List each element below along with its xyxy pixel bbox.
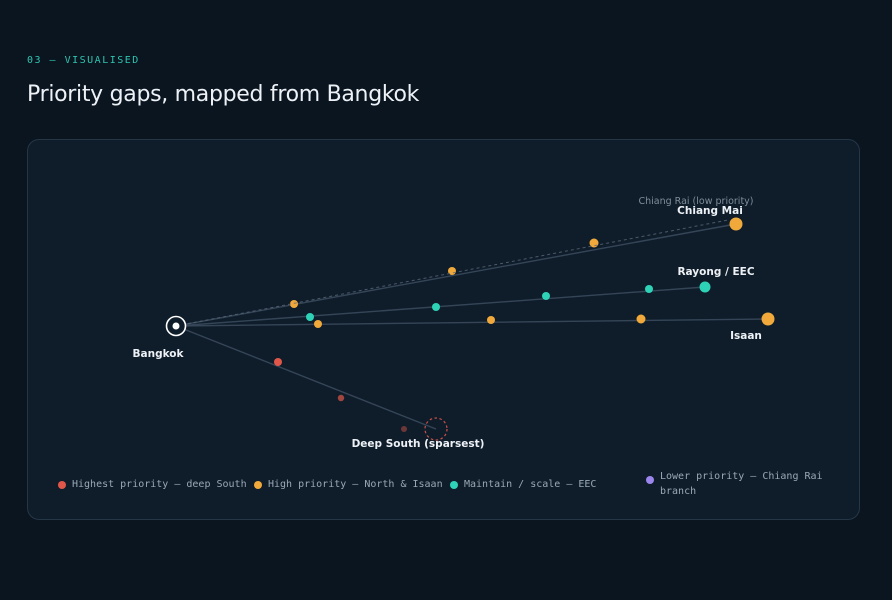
route-stop-rayong — [306, 313, 314, 321]
legend-dot-lower — [646, 476, 654, 484]
section-eyebrow: 03 — VISUALISED — [27, 55, 140, 66]
route-label-isaan: Isaan — [730, 330, 762, 342]
legend-label: Maintain / scale — EEC — [464, 479, 597, 490]
route-stop-deep-south — [401, 426, 407, 432]
route-stop-deep-south — [274, 358, 282, 366]
origin-label: Bangkok — [133, 348, 185, 360]
route-stop-isaan — [314, 320, 322, 328]
route-end-rayong — [699, 281, 711, 293]
route-stop-rayong — [432, 303, 440, 311]
route-line-isaan — [175, 318, 769, 327]
route-line-deep-south — [175, 325, 437, 430]
route-stop-rayong — [645, 285, 653, 293]
route-stop-chiang-mai — [290, 300, 298, 308]
sparse-region-ring — [424, 417, 448, 441]
route-end-isaan — [761, 312, 775, 326]
legend-label: Highest priority — deep South — [72, 479, 247, 490]
legend: Highest priority — deep South High prior… — [58, 470, 848, 510]
legend-dot-high — [254, 480, 262, 489]
route-line-rayong — [175, 286, 706, 327]
route-label-chiang-rai: Chiang Rai (low priority) — [639, 196, 754, 207]
legend-item-highest: Highest priority — deep South — [58, 477, 248, 492]
route-label-deep-south: Deep South (sparsest) — [352, 438, 485, 450]
route-end-chiang-mai — [729, 217, 743, 231]
origin-dot — [172, 322, 180, 330]
legend-item-high: High priority — North & Isaan — [254, 477, 444, 492]
map-card: Chiang Mai Chiang Rai (low priority) Rayon… — [27, 139, 860, 520]
legend-item-maintain: Maintain / scale — EEC — [450, 477, 640, 492]
route-stop-rayong — [542, 292, 550, 300]
legend-label: High priority — North & Isaan — [268, 479, 443, 490]
legend-item-lower: Lower priority — Chiang Rai branch — [646, 469, 826, 499]
legend-dot-highest — [58, 480, 66, 489]
route-line-chiang-mai — [175, 223, 737, 327]
legend-dot-maintain — [450, 480, 458, 489]
route-stop-isaan — [636, 314, 646, 324]
route-line-chiang-rai — [175, 219, 729, 327]
route-stop-isaan — [487, 316, 495, 324]
legend-label: Lower priority — Chiang Rai branch — [660, 471, 823, 497]
page-title: Priority gaps, mapped from Bangkok — [27, 82, 420, 107]
route-label-rayong: Rayong / EEC — [677, 266, 754, 278]
route-label-chiang-mai: Chiang Mai — [677, 205, 743, 217]
route-stop-deep-south — [337, 394, 345, 402]
